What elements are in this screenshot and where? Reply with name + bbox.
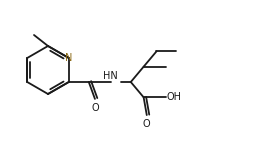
Text: O: O (91, 103, 99, 113)
Text: HN: HN (103, 71, 118, 81)
Text: N: N (65, 53, 73, 63)
Text: OH: OH (167, 92, 182, 102)
Text: O: O (143, 119, 151, 129)
